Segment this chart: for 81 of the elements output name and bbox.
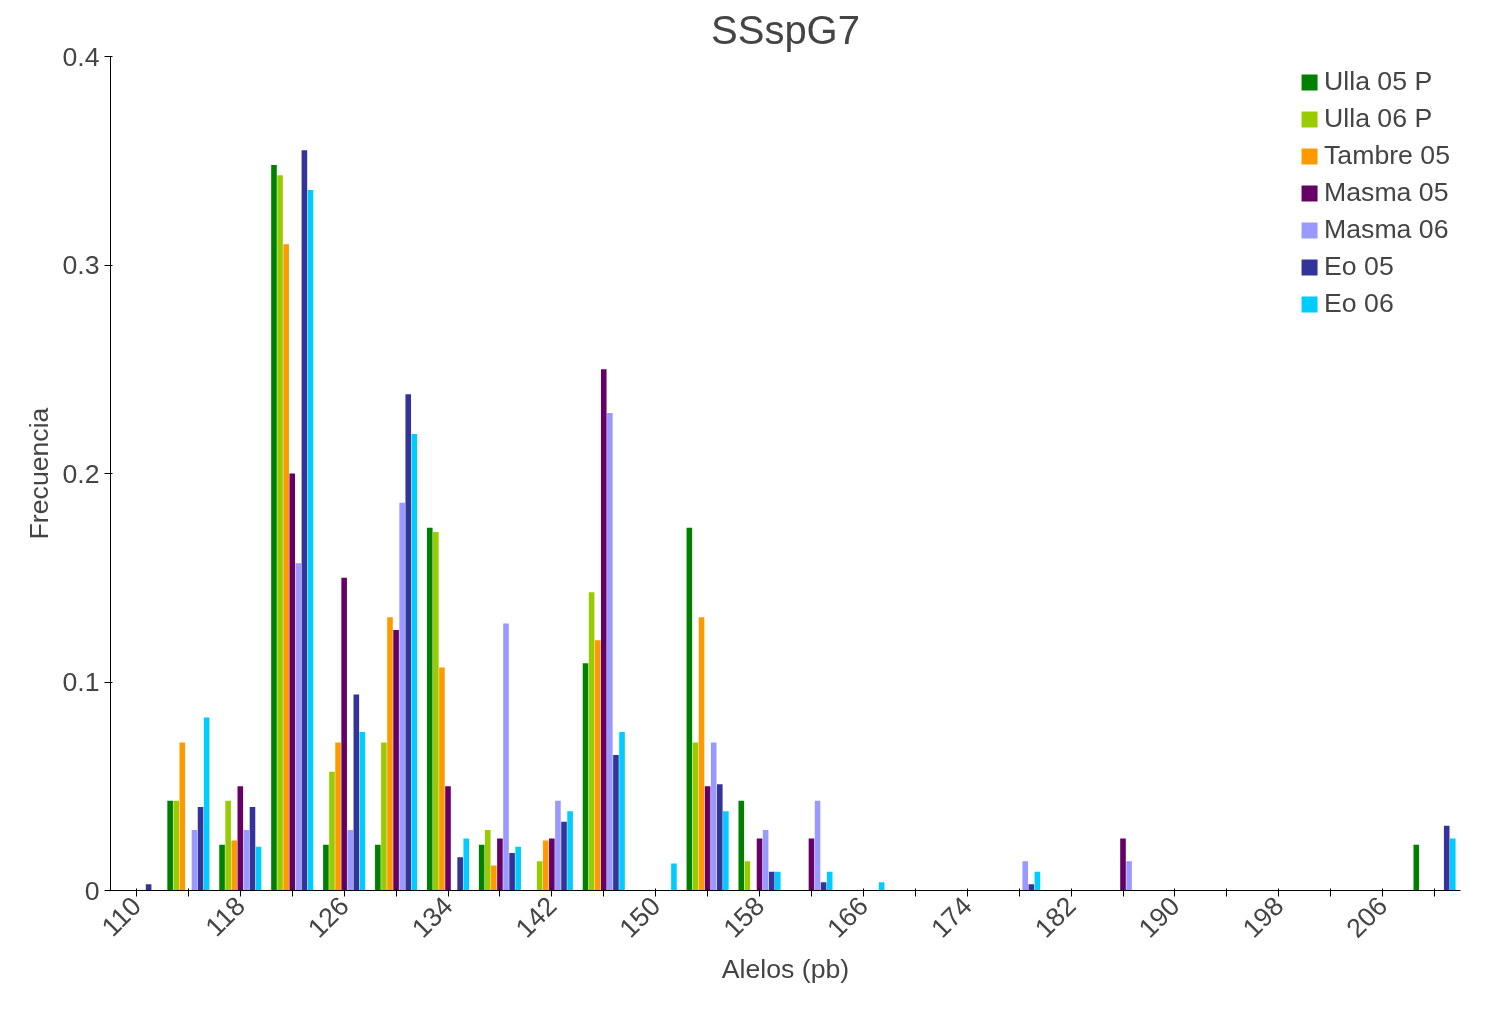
bar xyxy=(283,244,289,891)
x-tick-label: 118 xyxy=(199,890,251,943)
y-tick-label: 0.3 xyxy=(62,250,100,280)
bar xyxy=(1120,838,1126,891)
legend-label: Ulla 06 P xyxy=(1324,103,1433,134)
bar xyxy=(600,369,607,891)
x-tick-label: 158 xyxy=(717,890,771,944)
bar xyxy=(323,844,329,891)
bar xyxy=(225,800,231,891)
bar xyxy=(515,846,521,891)
y-tick-label: 0 xyxy=(84,875,100,906)
bar xyxy=(497,838,503,891)
bar xyxy=(271,164,277,891)
bar xyxy=(231,840,238,891)
x-tick-label: 206 xyxy=(1340,890,1394,944)
bar xyxy=(549,838,555,891)
bar xyxy=(445,786,451,891)
bar xyxy=(671,863,677,891)
bar xyxy=(491,865,497,891)
bar xyxy=(457,857,463,891)
bar xyxy=(405,394,412,891)
bar xyxy=(375,844,381,891)
bar xyxy=(542,840,549,891)
bar xyxy=(399,502,405,891)
legend-label: Ulla 05 P xyxy=(1324,66,1433,97)
bar xyxy=(393,629,399,891)
bar xyxy=(613,754,619,891)
bar xyxy=(329,771,335,891)
x-tick-label: 182 xyxy=(1029,890,1082,944)
x-tick-label: 190 xyxy=(1132,890,1186,944)
bar xyxy=(289,473,296,891)
bar xyxy=(1126,861,1132,891)
legend-label: Eo 05 xyxy=(1324,251,1394,282)
bar xyxy=(167,800,173,891)
x-axis-title: Alelos (pb) xyxy=(721,953,850,984)
bar xyxy=(503,623,509,891)
y-tick-label: 0.4 xyxy=(62,41,100,72)
bar xyxy=(826,871,833,891)
bar xyxy=(381,742,387,891)
x-tick-label: 174 xyxy=(925,890,978,944)
chart-title: SSspG7 xyxy=(711,7,860,52)
bar xyxy=(341,577,347,891)
bar xyxy=(723,811,729,891)
bar xyxy=(738,800,745,891)
bar xyxy=(774,871,781,891)
x-tick-label: 198 xyxy=(1236,890,1290,944)
bar xyxy=(567,811,573,891)
y-tick-label: 0.2 xyxy=(62,458,100,489)
y-axis-title: Frecuencia xyxy=(24,407,55,540)
x-tick-label: 142 xyxy=(509,890,563,944)
bar xyxy=(1443,825,1450,891)
bar xyxy=(1022,861,1029,891)
bar xyxy=(463,838,470,891)
legend-label: Tambre 05 xyxy=(1324,140,1450,171)
bar xyxy=(426,527,433,891)
legend-label: Eo 06 xyxy=(1324,288,1394,319)
bar xyxy=(219,844,225,891)
bar xyxy=(347,830,354,891)
bar xyxy=(277,175,283,891)
y-tick-label: 0.1 xyxy=(62,667,100,697)
bar xyxy=(335,742,341,891)
bar xyxy=(1413,844,1420,891)
bar xyxy=(716,784,723,891)
bar xyxy=(484,830,491,891)
x-tick-label: 166 xyxy=(821,890,874,944)
bar xyxy=(433,531,439,891)
bar xyxy=(387,617,393,891)
bar xyxy=(439,667,445,891)
legend-label: Masma 06 xyxy=(1324,214,1449,245)
bar xyxy=(619,732,625,891)
bar xyxy=(768,871,775,891)
bar xyxy=(1449,838,1456,891)
bar xyxy=(173,800,180,891)
x-tick-label: 134 xyxy=(405,890,459,944)
bar xyxy=(561,821,567,891)
bar xyxy=(555,800,561,891)
legend-label: Masma 05 xyxy=(1324,177,1449,208)
x-tick-label: 126 xyxy=(302,890,355,944)
bar xyxy=(509,852,515,891)
bar xyxy=(607,413,613,891)
x-tick-label: 150 xyxy=(613,890,667,944)
